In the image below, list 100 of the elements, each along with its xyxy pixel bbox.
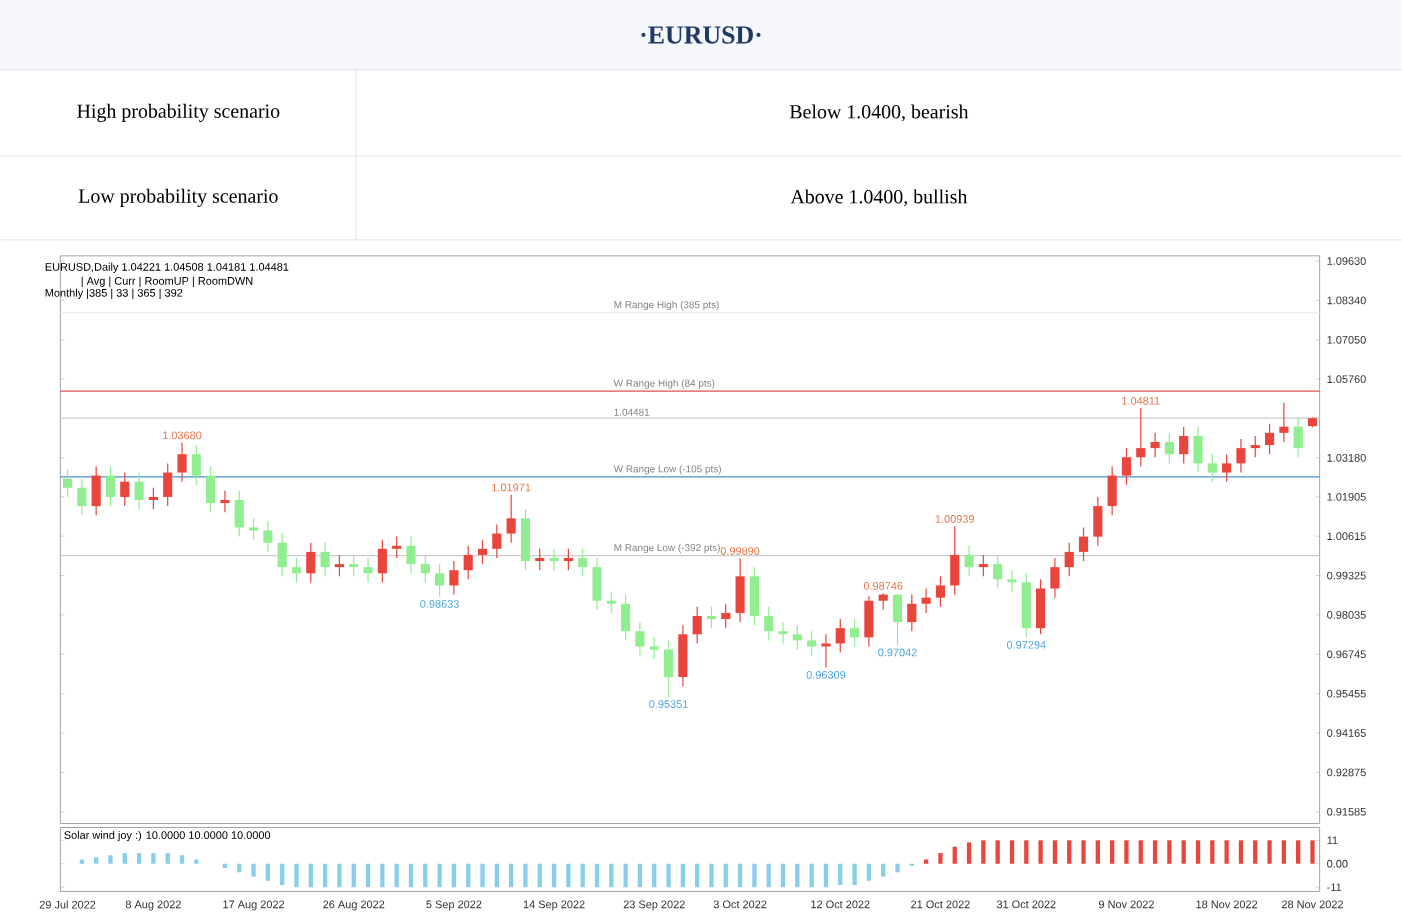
candlestick bbox=[1193, 426, 1203, 474]
bar bbox=[1124, 840, 1129, 865]
bar bbox=[881, 864, 886, 878]
bar bbox=[680, 864, 685, 888]
bar bbox=[1095, 840, 1100, 865]
candlestick bbox=[1064, 542, 1074, 578]
candlestick bbox=[320, 542, 330, 578]
bar bbox=[695, 864, 700, 888]
candlestick bbox=[1078, 527, 1089, 563]
bar bbox=[866, 864, 872, 882]
candlestick bbox=[1279, 402, 1289, 444]
bar bbox=[337, 864, 342, 888]
bar bbox=[294, 864, 299, 888]
candlestick bbox=[163, 463, 173, 508]
candlestick bbox=[134, 472, 144, 511]
bar bbox=[179, 855, 185, 865]
candlestick bbox=[1093, 496, 1103, 547]
bar bbox=[122, 853, 127, 865]
bar bbox=[280, 864, 285, 886]
candlestick bbox=[492, 524, 502, 560]
candlestick bbox=[234, 490, 244, 538]
candlestick bbox=[406, 536, 416, 575]
bar bbox=[1167, 840, 1172, 865]
candlestick bbox=[807, 631, 817, 657]
bar bbox=[809, 864, 814, 888]
candlestick bbox=[220, 490, 230, 514]
bar bbox=[1195, 840, 1201, 865]
candlestick bbox=[377, 539, 387, 584]
bar bbox=[423, 864, 428, 888]
candlestick bbox=[306, 542, 316, 584]
bar bbox=[380, 864, 385, 888]
bar bbox=[466, 864, 471, 888]
candlestick bbox=[735, 558, 745, 624]
bar bbox=[537, 864, 542, 888]
candlestick bbox=[549, 548, 559, 572]
candlestick bbox=[263, 521, 273, 553]
candlestick bbox=[1250, 435, 1260, 459]
bar bbox=[1081, 840, 1086, 865]
candlestick bbox=[363, 557, 373, 584]
candlestick bbox=[778, 621, 788, 645]
bar bbox=[408, 864, 414, 888]
bar bbox=[1296, 840, 1301, 865]
candlestick bbox=[291, 557, 302, 584]
bar bbox=[938, 853, 943, 865]
candlestick bbox=[706, 606, 717, 630]
bar bbox=[895, 864, 900, 873]
candlestick bbox=[649, 637, 659, 660]
bar bbox=[795, 864, 800, 888]
candlestick bbox=[277, 533, 287, 578]
bar bbox=[1238, 840, 1244, 865]
bar bbox=[365, 864, 371, 888]
bar bbox=[566, 864, 571, 888]
bar bbox=[394, 864, 399, 888]
candlestick bbox=[392, 536, 402, 560]
bar bbox=[752, 864, 757, 888]
bar bbox=[995, 840, 1000, 865]
candlestick bbox=[907, 594, 917, 633]
bar bbox=[1253, 840, 1258, 865]
bar bbox=[1138, 840, 1143, 865]
candlestick bbox=[1150, 432, 1160, 459]
text: Below 1.0400, bearish bbox=[789, 104, 969, 122]
candlestick bbox=[62, 469, 73, 499]
candlestick bbox=[506, 494, 516, 544]
bar bbox=[551, 864, 557, 888]
candlestick bbox=[1293, 417, 1303, 459]
candlestick bbox=[964, 545, 974, 578]
candlestick bbox=[463, 545, 473, 581]
candlestick bbox=[1007, 570, 1017, 593]
bar bbox=[623, 864, 628, 888]
bar bbox=[952, 847, 957, 865]
candlestick bbox=[621, 594, 631, 642]
candlestick bbox=[835, 618, 845, 654]
bar bbox=[136, 853, 142, 865]
candlestick bbox=[993, 554, 1003, 590]
text: Low probability scenario bbox=[78, 189, 278, 208]
candlestick bbox=[91, 466, 101, 517]
candlestick bbox=[105, 466, 116, 508]
candlestick bbox=[692, 606, 702, 645]
candlestick bbox=[477, 539, 488, 566]
candlestick bbox=[1179, 426, 1189, 465]
candlestick bbox=[563, 548, 573, 572]
bar bbox=[509, 864, 514, 888]
bar bbox=[709, 864, 714, 888]
bar bbox=[1024, 840, 1029, 865]
bar bbox=[594, 864, 600, 888]
candlestick bbox=[77, 478, 87, 517]
candlestick bbox=[1107, 466, 1117, 517]
bar bbox=[494, 864, 499, 888]
candlestick bbox=[935, 576, 946, 608]
bar bbox=[308, 864, 313, 888]
candlestick bbox=[449, 560, 459, 596]
candlestick bbox=[978, 554, 988, 578]
bar bbox=[823, 864, 829, 888]
bar bbox=[437, 864, 442, 888]
candlestick bbox=[592, 557, 602, 611]
bar bbox=[723, 864, 728, 888]
text: High probability scenario bbox=[77, 104, 280, 123]
candlestick bbox=[606, 591, 616, 614]
bar bbox=[480, 864, 485, 888]
bar bbox=[780, 864, 786, 888]
